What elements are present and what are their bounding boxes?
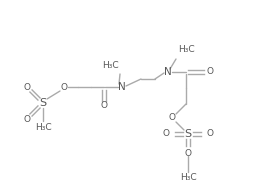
Text: S: S <box>39 98 47 108</box>
Text: O: O <box>162 130 169 139</box>
Text: O: O <box>206 130 213 139</box>
Text: O: O <box>100 102 107 111</box>
Text: O: O <box>184 150 191 158</box>
Text: O: O <box>169 113 176 123</box>
Text: O: O <box>24 114 31 124</box>
Text: H₃C: H₃C <box>178 45 194 53</box>
Text: O: O <box>24 82 31 91</box>
Text: N: N <box>118 82 126 92</box>
Text: O: O <box>206 68 213 76</box>
Text: O: O <box>61 82 68 91</box>
Text: S: S <box>184 129 192 139</box>
Text: H₃C: H₃C <box>35 123 51 131</box>
Text: H₃C: H₃C <box>102 60 118 69</box>
Text: H₃C: H₃C <box>180 174 196 183</box>
Text: N: N <box>164 67 172 77</box>
